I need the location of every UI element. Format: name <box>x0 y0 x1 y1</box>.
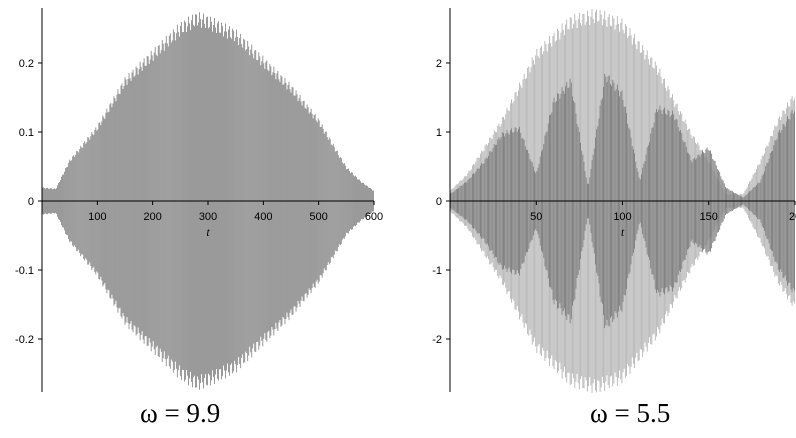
x-tick-label: 100 <box>613 211 631 223</box>
x-tick-label: 400 <box>254 211 272 223</box>
y-tick-label: 2 <box>436 58 442 70</box>
x-tick-label: 500 <box>309 211 327 223</box>
x-tick-label: 20 <box>789 211 796 223</box>
y-tick-label: -0.2 <box>15 334 34 346</box>
x-tick-label: 200 <box>143 211 161 223</box>
x-tick-label: 100 <box>88 211 106 223</box>
x-tick-label: 300 <box>199 211 217 223</box>
y-tick-label: 0.2 <box>19 58 34 70</box>
chart-panel-right: 50 100 150 20 2 1 0 -1 -2 t <box>432 8 796 393</box>
x-tick-label: 50 <box>530 211 542 223</box>
y-tick-label: -0.1 <box>15 265 34 277</box>
y-tick-label: 0 <box>436 196 442 208</box>
y-tick-label: -1 <box>432 265 442 277</box>
y-tick-label: -2 <box>432 334 442 346</box>
x-axis-label: t <box>206 225 210 239</box>
y-tick-label: 0.1 <box>19 127 34 139</box>
chart-panel-left: 100 200 300 400 500 600 0.2 0.1 0 -0.1 -0.2 t <box>15 8 383 392</box>
x-axis-label: t <box>621 225 625 239</box>
y-tick-label: 1 <box>436 127 442 139</box>
x-tick-label: 600 <box>365 211 383 223</box>
y-tick-label: 0 <box>28 196 34 208</box>
caption-left: ω = 9.9 <box>140 398 221 428</box>
x-tick-label: 150 <box>700 211 718 223</box>
caption-right: ω = 5.5 <box>590 398 671 428</box>
